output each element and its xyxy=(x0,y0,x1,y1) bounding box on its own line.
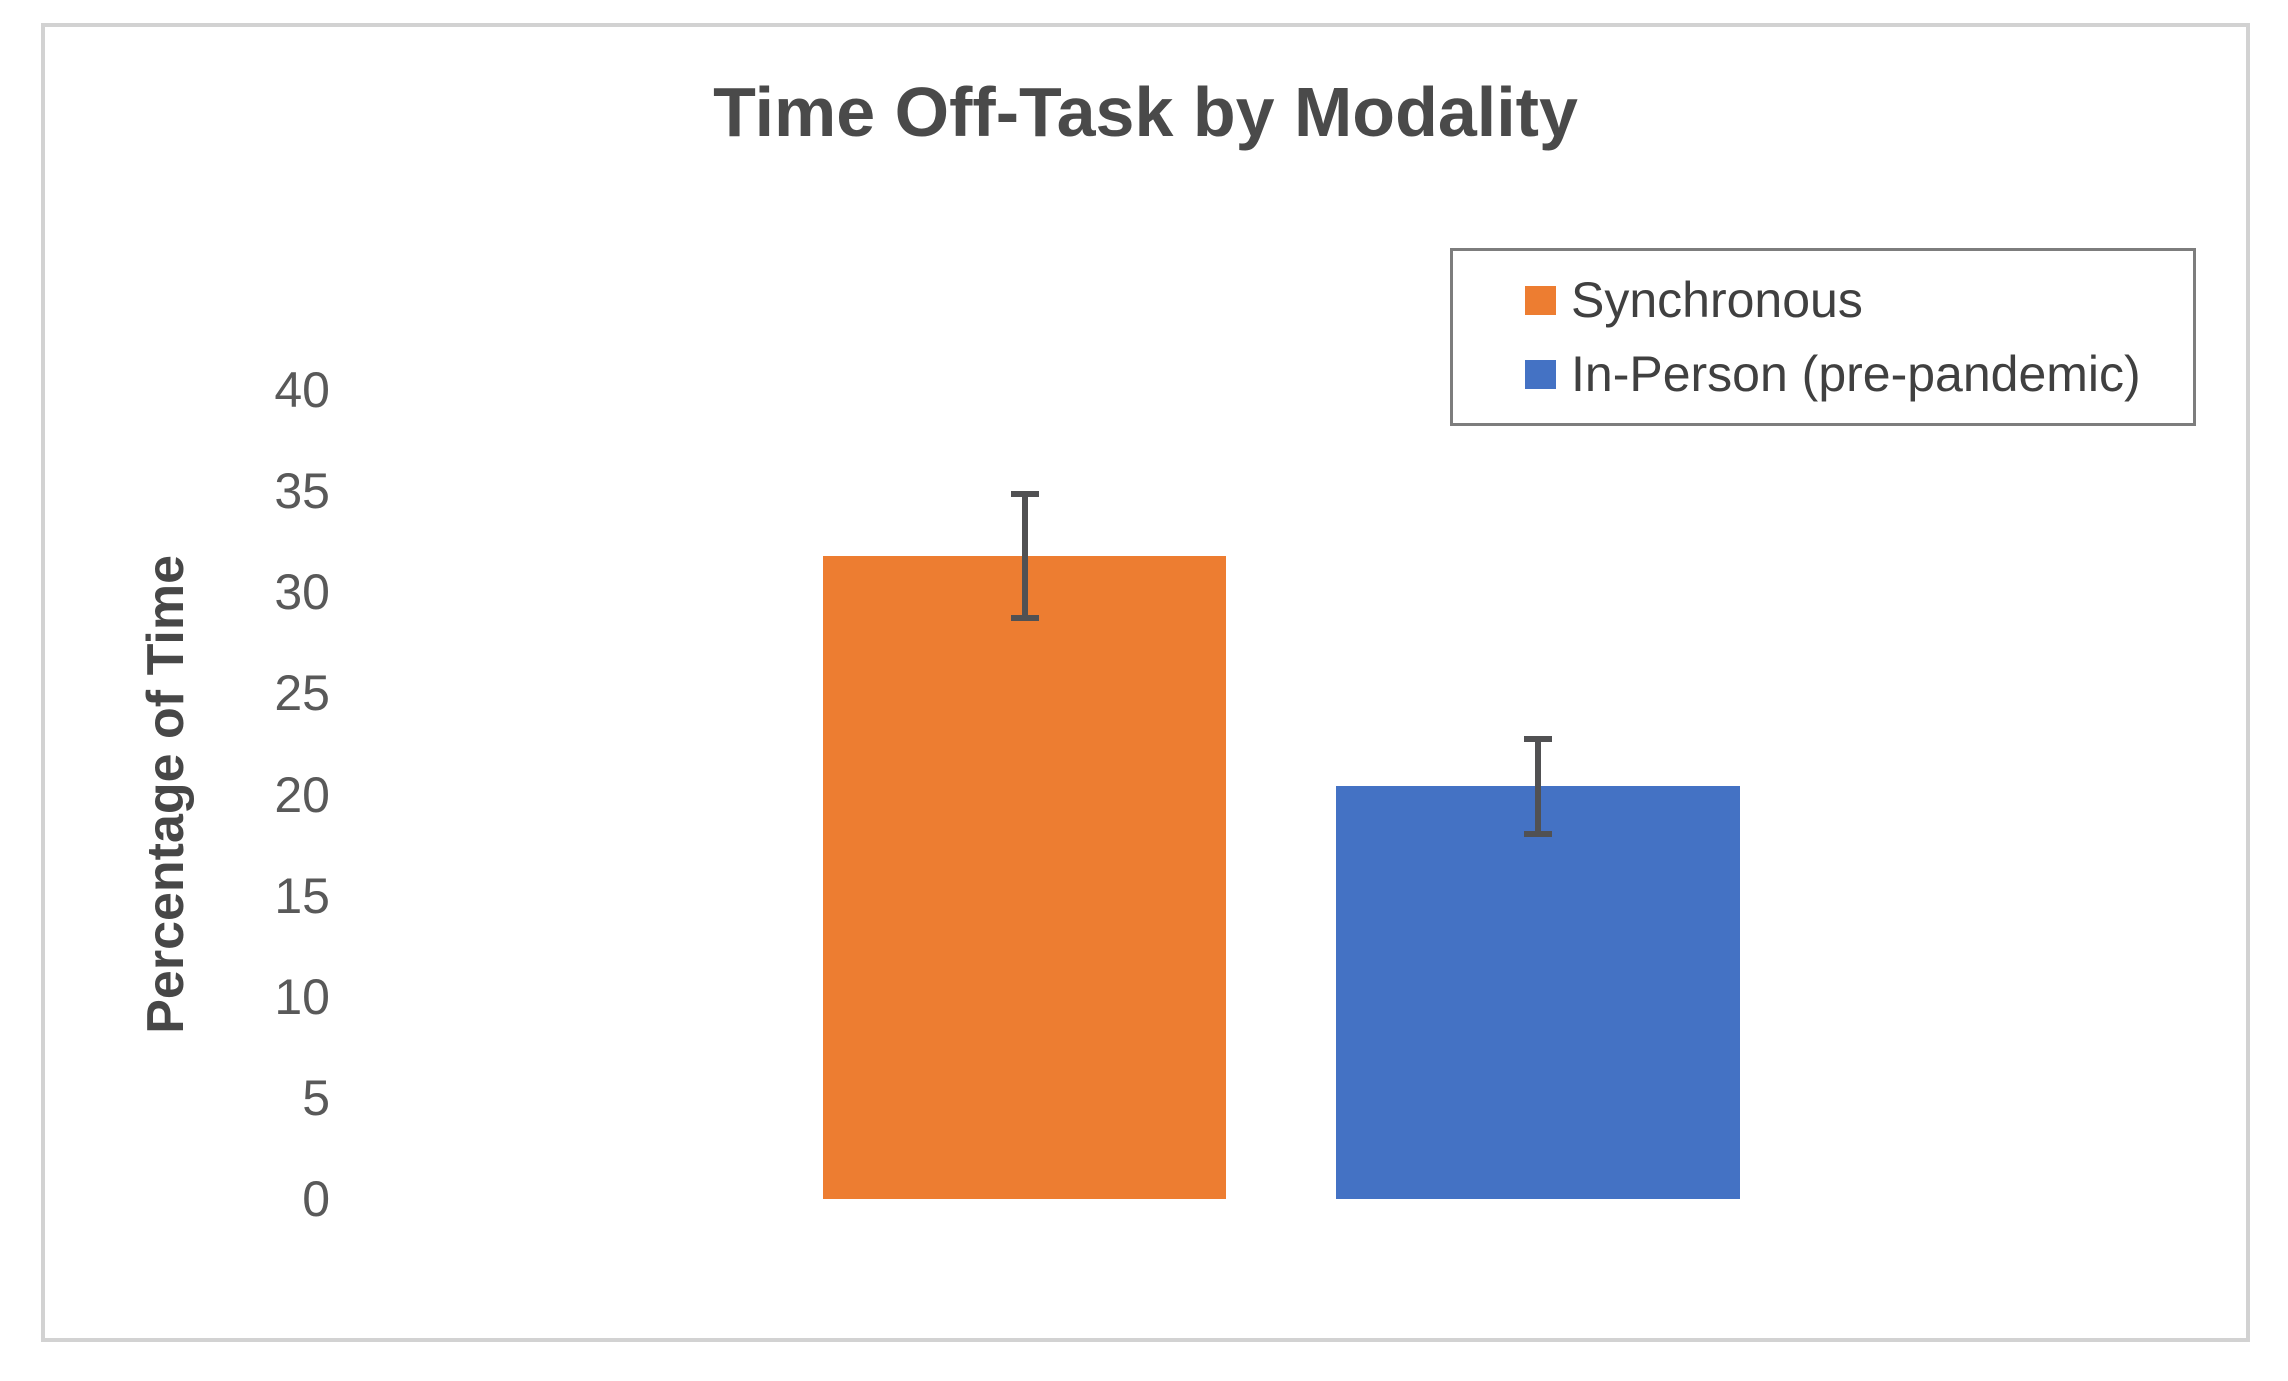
legend-swatch-synchronous xyxy=(1525,285,1556,315)
y-tick-label: 0 xyxy=(302,1171,330,1227)
y-tick-label: 30 xyxy=(274,564,330,621)
y-tick-label: 15 xyxy=(274,867,330,924)
bar-0 xyxy=(823,555,1226,1199)
bar-slot-synchronous xyxy=(823,390,1226,1199)
y-tick-label: 25 xyxy=(274,665,330,722)
error-bar-1 xyxy=(1524,735,1552,837)
legend: Synchronous In-Person (pre-pandemic) xyxy=(1450,248,2196,426)
legend-item-in-person: In-Person (pre-pandemic) xyxy=(1525,349,2193,399)
y-tick-label: 40 xyxy=(274,362,330,418)
plot-area xyxy=(360,390,2210,1199)
y-tick-label: 35 xyxy=(274,463,330,520)
y-tick-label: 10 xyxy=(274,968,330,1025)
bar-1 xyxy=(1336,786,1740,1199)
error-bar-line xyxy=(1535,741,1541,831)
chart-title: Time Off-Task by Modality xyxy=(713,73,1578,151)
y-tick-label: 5 xyxy=(302,1069,330,1126)
error-bar-0 xyxy=(1010,491,1039,621)
legend-label-in-person: In-Person (pre-pandemic) xyxy=(1571,346,2141,402)
legend-swatch-in-person xyxy=(1525,359,1556,389)
legend-item-synchronous: Synchronous xyxy=(1525,275,2193,325)
error-bar-line xyxy=(1021,497,1028,615)
bar-slot-in-person xyxy=(1336,390,1740,1199)
legend-label-synchronous: Synchronous xyxy=(1571,272,1863,328)
y-axis-ticks: 40 35 30 25 20 15 10 5 0 xyxy=(180,365,330,1224)
y-tick-label: 20 xyxy=(274,766,330,823)
